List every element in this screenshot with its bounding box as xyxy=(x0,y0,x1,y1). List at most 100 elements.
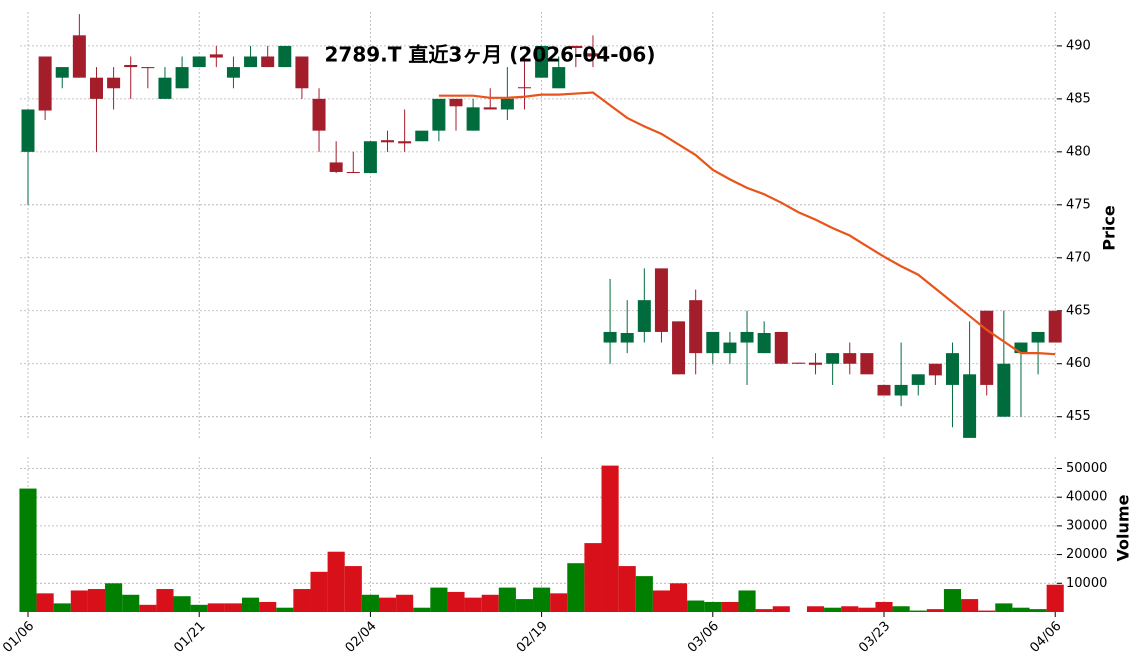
volume-bar xyxy=(53,603,71,612)
candle-body xyxy=(637,300,651,332)
candle-body xyxy=(586,53,600,57)
y-axis-label: Volume xyxy=(1114,494,1133,561)
candle-body xyxy=(244,56,258,68)
volume-bar xyxy=(652,590,670,612)
volume-bar xyxy=(926,609,944,612)
volume-bar xyxy=(310,571,328,612)
volume-bar xyxy=(396,594,414,612)
volume-bar xyxy=(259,601,277,612)
y-axis-label: Price xyxy=(1100,205,1119,251)
volume-bar xyxy=(635,576,653,612)
candle-body xyxy=(603,331,617,343)
candle-body xyxy=(963,374,977,438)
y-tick-label: 10000 xyxy=(1066,576,1107,591)
candle-body xyxy=(38,56,52,111)
volume-bar xyxy=(413,607,431,612)
candle-body xyxy=(757,333,771,354)
volume-bar xyxy=(430,587,448,612)
volume-bar xyxy=(293,589,311,612)
moving-average-line xyxy=(438,91,1056,356)
y-tick-label: 485 xyxy=(1066,91,1091,106)
candle-body xyxy=(398,141,412,144)
volume-bar xyxy=(618,566,636,612)
volume-bar xyxy=(242,597,260,612)
x-tick-label: 02/19 xyxy=(514,619,551,656)
volume-bar xyxy=(464,597,482,612)
candle-body xyxy=(1014,342,1028,354)
volume-bar xyxy=(1046,584,1064,612)
candle-body xyxy=(175,67,189,89)
candle-body xyxy=(945,353,959,385)
candle-body xyxy=(261,56,275,68)
volume-bar xyxy=(824,607,842,612)
candle-body xyxy=(466,107,480,131)
candle-body xyxy=(449,98,463,107)
x-tick-label: 03/06 xyxy=(685,619,722,656)
x-tick-label: 04/06 xyxy=(1027,619,1064,656)
volume-bar xyxy=(567,563,585,612)
y-tick-label: 465 xyxy=(1066,303,1091,318)
y-tick-label: 480 xyxy=(1066,144,1091,159)
candle-body xyxy=(141,67,155,69)
volume-bar xyxy=(584,543,602,612)
candle-body xyxy=(672,321,686,375)
candle-body xyxy=(911,374,925,385)
candle-body xyxy=(552,67,566,89)
candle-body xyxy=(1031,331,1045,343)
x-tick-label: 02/04 xyxy=(343,619,380,656)
candle-body xyxy=(928,363,942,376)
candle-body xyxy=(21,109,35,152)
volume-bar xyxy=(943,589,962,612)
volume-bar xyxy=(207,603,225,612)
volume-bar xyxy=(70,590,88,612)
candle-body xyxy=(72,35,86,78)
candle-body xyxy=(500,98,514,110)
volume-bar xyxy=(687,600,705,612)
candle-body xyxy=(329,162,343,172)
x-tick-label: 01/21 xyxy=(171,619,208,656)
volume-bar xyxy=(995,603,1013,612)
candle-body xyxy=(654,268,668,332)
volume-bar xyxy=(139,604,157,612)
candle-body xyxy=(894,384,908,396)
volume-bar xyxy=(224,603,242,612)
y-tick-label: 475 xyxy=(1066,197,1091,212)
volume-bar xyxy=(961,599,979,612)
candle-body xyxy=(158,77,172,99)
candle-body xyxy=(535,45,549,78)
candle-body xyxy=(706,331,720,354)
volume-bar xyxy=(515,599,534,612)
candle-body xyxy=(843,353,857,364)
volume-bar xyxy=(909,610,927,612)
volume-bar xyxy=(190,604,208,612)
volume-bar xyxy=(841,606,859,612)
candle-body xyxy=(415,130,429,142)
volume-bar xyxy=(806,606,825,612)
volume-bar xyxy=(378,597,397,612)
candle-body xyxy=(997,363,1011,417)
volume-bar xyxy=(447,591,465,612)
volume-bar xyxy=(36,593,54,612)
candle-body xyxy=(192,56,206,68)
candle-body xyxy=(89,77,103,99)
volume-bar xyxy=(327,551,345,612)
volume-bar xyxy=(875,601,893,612)
volume-bar xyxy=(498,587,516,612)
volume-bar xyxy=(550,593,568,612)
y-tick-label: 460 xyxy=(1066,356,1091,371)
candle-body xyxy=(774,331,788,364)
candle-body xyxy=(723,342,737,354)
candle-body xyxy=(620,333,634,343)
volume-bar xyxy=(978,610,996,612)
chart-title: 2789.T 直近3ヶ月 (2026-04-06) xyxy=(325,43,656,67)
candle-body xyxy=(278,45,292,68)
candle-body xyxy=(517,87,531,89)
volume-bar xyxy=(19,488,37,612)
y-tick-label: 470 xyxy=(1066,250,1091,265)
volume-bar xyxy=(481,594,499,612)
candle-body xyxy=(312,98,326,131)
candle-body xyxy=(107,77,121,89)
x-tick-label: 01/06 xyxy=(0,619,37,656)
y-tick-label: 20000 xyxy=(1066,547,1107,562)
candle-body xyxy=(809,362,823,365)
